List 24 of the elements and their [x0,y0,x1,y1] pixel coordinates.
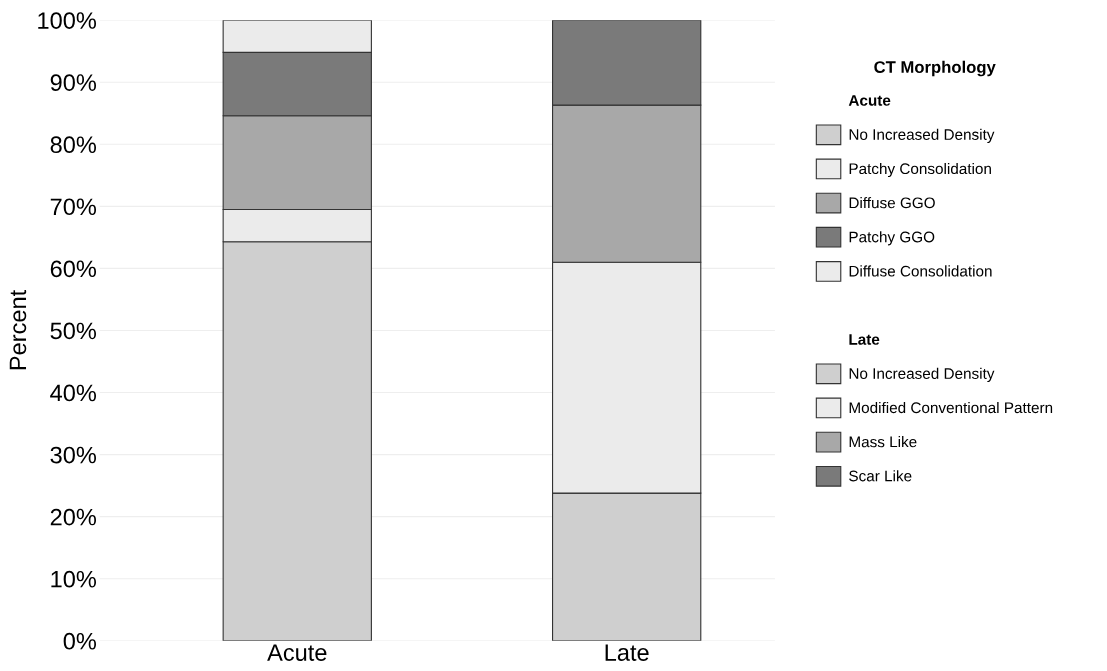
text: Acute [848,95,891,106]
legend-label: Patchy GGO [849,231,935,246]
legend-label: Modified Conventional Pattern [849,401,1053,414]
y-tick-label: 10% [51,570,97,588]
y-tick-label: 20% [50,508,97,526]
legend-title: CT Morphology [874,60,996,77]
y-tick-label: 0% [63,632,97,650]
legend-label: Diffuse Consolidation [849,265,992,277]
legend-label: No Increased Density [849,128,995,143]
text: Late [849,334,880,345]
legend-label: Diffuse GGO [849,197,935,209]
legend-label: Patchy Consolidation [849,162,991,178]
legend-label: Scar Like [849,470,912,482]
y-tick-label: 50% [50,322,97,340]
y-axis-title: Percent [9,289,27,370]
y-tick-label: 30% [50,446,97,464]
legend-label: No Increased Density [849,367,995,382]
y-tick-label: 40% [50,384,97,402]
legend-label: Mass Like [849,436,917,448]
y-tick-label: 60% [50,260,97,278]
y-tick-label: 80% [50,136,97,154]
y-tick-label: 70% [50,198,97,216]
y-tick-label: 100% [38,12,97,29]
y-tick-label: 90% [50,74,97,91]
